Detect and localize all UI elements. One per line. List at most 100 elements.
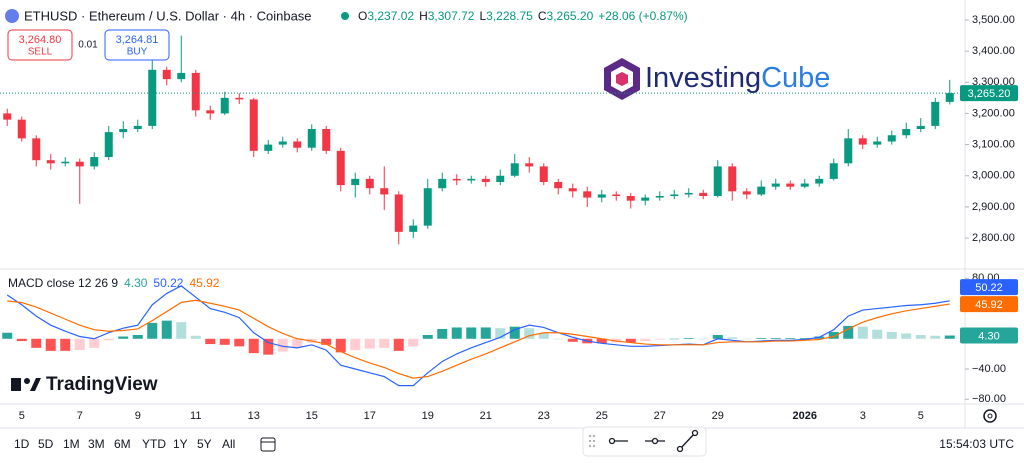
buy-button[interactable] <box>104 29 170 61</box>
histogram-bar <box>219 338 230 345</box>
candle-body <box>655 196 664 198</box>
range-button[interactable]: 6M <box>114 437 131 451</box>
candle-body <box>916 125 925 130</box>
y-tick-label: −80.00 <box>972 393 1006 405</box>
range-button[interactable]: YTD <box>142 437 166 451</box>
drag-dot <box>589 435 591 437</box>
candle-body <box>336 150 345 186</box>
y-tick-label: 2,800.00 <box>972 232 1015 244</box>
candle-body <box>742 191 751 195</box>
candle-body <box>322 129 331 151</box>
macd-line <box>6 285 950 387</box>
drag-dot <box>589 445 591 447</box>
histogram-bar <box>466 327 477 339</box>
drag-dot <box>593 435 595 437</box>
tool-trend[interactable] <box>679 432 696 450</box>
range-button[interactable]: 1M <box>63 437 80 451</box>
x-tick-label: 21 <box>480 410 492 422</box>
histogram-bar <box>292 338 303 348</box>
candle-body <box>467 178 476 181</box>
symbol-icon <box>5 9 19 23</box>
candle-body <box>771 183 780 187</box>
histogram-bar <box>495 328 506 339</box>
candle-body <box>191 72 200 111</box>
histogram-bar <box>770 338 781 339</box>
candle-body <box>351 178 360 186</box>
ohlc-value: 3,307.72 <box>428 9 475 23</box>
logo: InvestingCube <box>604 58 830 100</box>
market-status <box>341 12 349 20</box>
x-tick-label: 5 <box>918 410 924 422</box>
sell-price[interactable]: 3,264.80 <box>19 34 62 46</box>
ohlc-readout: O3,237.02 H3,307.72 L3,228.75 C3,265.20 +28.… <box>358 9 688 23</box>
x-tick-label: 29 <box>712 410 724 422</box>
ohlc-key: C <box>538 9 547 23</box>
macd-legend: MACD close 12 26 9 4.30 50.22 45.92 <box>8 276 220 290</box>
candle-body <box>844 138 853 164</box>
histogram-bar <box>350 338 361 351</box>
candle-body <box>728 166 737 192</box>
histogram-bar <box>2 332 13 339</box>
sell-label[interactable]: SELL <box>28 47 53 58</box>
buy-label[interactable]: BUY <box>127 47 148 58</box>
candle-body <box>409 225 418 232</box>
y-tick-label: 2,900.00 <box>972 201 1015 213</box>
candle-body <box>945 93 954 102</box>
candle-body <box>452 178 461 181</box>
candle-body <box>757 186 766 195</box>
histogram-bar <box>524 328 535 339</box>
candle-body <box>438 178 447 189</box>
candle-body <box>612 194 621 197</box>
histogram-bar <box>915 335 926 339</box>
histogram-bar <box>567 338 578 342</box>
candle-body <box>365 178 374 189</box>
histogram-bar <box>828 331 839 339</box>
histogram-bar <box>205 338 216 345</box>
histogram-bar <box>654 338 665 340</box>
histogram-bar <box>277 338 288 352</box>
sell-button[interactable] <box>7 29 73 61</box>
date-range-icon[interactable] <box>260 437 276 452</box>
range-button[interactable]: 5Y <box>197 437 212 451</box>
range-button[interactable]: All <box>222 437 235 451</box>
range-button[interactable]: 3M <box>88 437 105 451</box>
candle-body <box>554 181 563 189</box>
candle-body <box>670 194 679 197</box>
candle-body <box>307 129 316 148</box>
range-button[interactable]: 5D <box>38 437 54 451</box>
drag-dot <box>589 440 591 442</box>
settings-icon[interactable] <box>983 409 997 423</box>
candle-body <box>206 110 215 114</box>
candle-body <box>104 132 113 158</box>
x-tick-label: 25 <box>596 410 608 422</box>
ohlc-value: 3,265.20 <box>547 9 594 23</box>
ohlc-value: 3,228.75 <box>486 9 533 23</box>
candle-body <box>510 163 519 176</box>
histogram-bar <box>669 338 680 340</box>
histogram-bar <box>553 338 564 340</box>
price-tag <box>960 279 1018 296</box>
logo-part: Cube <box>761 62 830 94</box>
tv-logo-mark <box>30 378 41 391</box>
symbol-title: ETHUSD · Ethereum / U.S. Dollar · 4h · C… <box>24 8 312 23</box>
range-button[interactable]: 1D <box>14 437 30 451</box>
tool-trend-point <box>676 445 684 453</box>
candle-body <box>496 175 505 182</box>
histogram-bar <box>799 338 810 339</box>
histogram-bar <box>321 338 332 345</box>
candle-body <box>800 183 809 187</box>
candle-body <box>148 69 157 126</box>
histogram-bar <box>930 335 941 339</box>
candle-body <box>699 192 708 197</box>
range-button[interactable]: 1Y <box>173 437 188 451</box>
histogram-bar <box>335 338 346 353</box>
x-tick-label: 2026 <box>793 410 817 422</box>
candle-body <box>394 194 403 232</box>
histogram-bar <box>509 326 520 339</box>
settings-icon-core <box>987 413 993 419</box>
histogram-bar <box>147 322 158 339</box>
histogram-bar <box>118 336 129 339</box>
price-tag <box>960 296 1018 313</box>
buy-price[interactable]: 3,264.81 <box>116 34 159 46</box>
histogram-bar <box>89 338 100 348</box>
